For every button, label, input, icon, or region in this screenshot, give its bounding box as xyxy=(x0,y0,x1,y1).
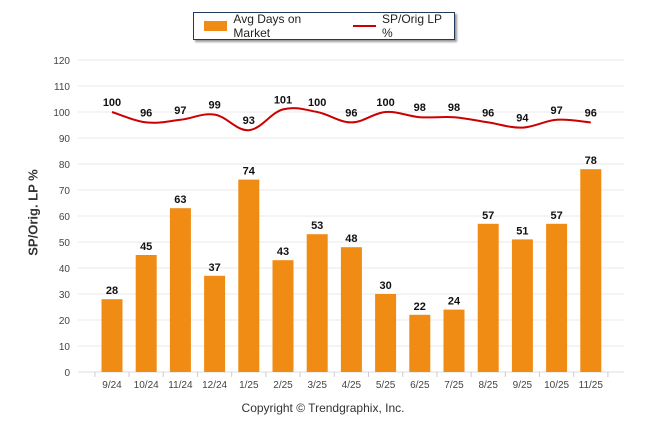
bar xyxy=(306,234,328,372)
y-tick-label: 50 xyxy=(59,238,71,249)
bar xyxy=(546,223,568,372)
line-data-label: 100 xyxy=(103,97,121,109)
y-tick-label: 40 xyxy=(59,264,71,275)
line-data-label: 96 xyxy=(585,107,597,119)
line-data-label: 98 xyxy=(414,102,426,114)
copyright: Copyright © Trendgraphix, Inc. xyxy=(241,401,405,415)
x-tick-label: 8/25 xyxy=(478,380,498,391)
y-tick-label: 90 xyxy=(59,134,71,145)
y-tick-label: 70 xyxy=(59,186,71,197)
bar xyxy=(238,179,260,372)
line-data-label: 101 xyxy=(274,94,292,106)
bar-series xyxy=(101,169,602,372)
bar-data-label: 63 xyxy=(174,194,186,206)
bar-data-label: 57 xyxy=(550,210,562,222)
line-data-labels: 100 96 97 99 93 101 100 96 100 98 98 96 94 97 96 xyxy=(103,94,597,127)
bar-data-label: 45 xyxy=(140,241,152,253)
bar xyxy=(511,239,533,372)
x-tick-label: 11/24 xyxy=(168,380,193,391)
x-tick-label: 10/25 xyxy=(544,380,569,391)
x-tick-label: 4/25 xyxy=(342,380,362,391)
y-axis-label: SP/Orig. LP % xyxy=(25,169,41,256)
legend: Avg Days on Market SP/Orig LP % xyxy=(193,12,455,40)
line-data-label: 97 xyxy=(174,105,186,117)
x-tick-label: 11/25 xyxy=(579,380,604,391)
bar-data-label: 22 xyxy=(414,301,426,313)
legend-label-bar: Avg Days on Market xyxy=(233,12,302,40)
bar xyxy=(340,247,362,372)
x-tick-label: 9/25 xyxy=(513,380,533,391)
line-data-label: 96 xyxy=(345,107,357,119)
x-tick-label: 5/25 xyxy=(376,380,396,391)
x-tick-label: 9/24 xyxy=(102,380,122,391)
bar-data-labels: 28 45 63 37 74 43 53 48 30 22 24 57 51 57 78 xyxy=(106,155,597,313)
line-data-label: 100 xyxy=(308,97,326,109)
bar-data-label: 43 xyxy=(277,246,289,258)
bar-data-label: 30 xyxy=(379,280,391,292)
y-tick-label: 0 xyxy=(64,368,70,379)
bar xyxy=(477,223,499,372)
line-data-label: 96 xyxy=(482,107,494,119)
bar xyxy=(135,255,157,372)
y-tick-label: 30 xyxy=(59,290,71,301)
line-data-label: 96 xyxy=(140,107,152,119)
y-tick-label: 60 xyxy=(59,212,71,223)
bar-data-label: 28 xyxy=(106,285,118,297)
bar-data-label: 37 xyxy=(208,262,220,274)
x-tick-label: 10/24 xyxy=(134,380,159,391)
x-tick-label: 12/24 xyxy=(202,380,227,391)
x-tick-label: 1/25 xyxy=(239,380,259,391)
y-tick-label: 20 xyxy=(59,316,71,327)
bar-data-label: 53 xyxy=(311,220,323,232)
x-tick-label: 6/25 xyxy=(410,380,430,391)
x-tick-labels: 9/24 10/24 11/24 12/24 1/25 2/25 3/25 4/25 5/25 6… xyxy=(94,372,609,391)
y-tick-label: 100 xyxy=(53,108,70,119)
bar xyxy=(580,169,602,372)
line-data-label: 94 xyxy=(516,113,529,125)
bar xyxy=(375,294,397,372)
bar-data-label: 74 xyxy=(243,166,256,178)
line-data-label: 97 xyxy=(550,105,562,117)
line-data-label: 100 xyxy=(376,97,394,109)
y-tick-label: 10 xyxy=(59,342,71,353)
bar-data-label: 78 xyxy=(585,155,597,167)
legend-swatch-bar xyxy=(204,21,228,31)
bar-data-label: 24 xyxy=(448,296,461,308)
legend-swatch-line xyxy=(352,25,376,27)
y-tick-label: 110 xyxy=(54,82,70,93)
bar-data-label: 57 xyxy=(482,210,494,222)
bar-data-label: 51 xyxy=(516,225,528,237)
line-path xyxy=(111,107,591,132)
line-data-label: 98 xyxy=(448,102,460,114)
line-data-label: 93 xyxy=(243,115,255,127)
bar-data-label: 48 xyxy=(345,233,357,245)
x-tick-label: 3/25 xyxy=(307,380,327,391)
line-data-label: 99 xyxy=(208,100,220,112)
bar xyxy=(204,275,226,372)
y-tick-label: 80 xyxy=(59,160,71,171)
y-tick-labels: 0 10 20 30 40 50 60 70 80 90 100 110 120 xyxy=(53,56,70,379)
x-tick-label: 7/25 xyxy=(444,380,464,391)
x-tick-label: 2/25 xyxy=(273,380,293,391)
bar xyxy=(443,309,465,372)
bar xyxy=(101,299,123,372)
bar xyxy=(272,260,294,372)
y-tick-label: 120 xyxy=(53,56,70,67)
legend-label-line: SP/Orig LP % xyxy=(381,12,442,40)
bar xyxy=(409,314,431,372)
line-series xyxy=(111,107,591,132)
bar xyxy=(169,208,191,372)
